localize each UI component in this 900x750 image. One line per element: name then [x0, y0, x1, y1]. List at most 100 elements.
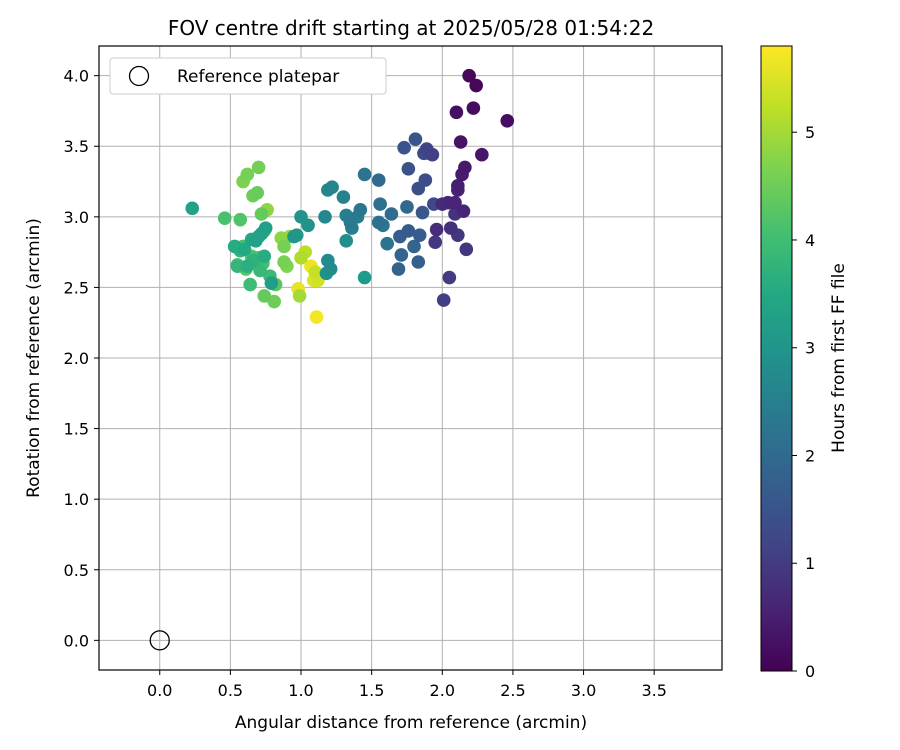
y-tick-label: 4.0 [64, 67, 89, 86]
data-point [451, 178, 465, 193]
colorbar: 0 1 2 3 4 5 Hours from first FF file [760, 45, 849, 681]
x-tick-label: 1.5 [359, 681, 384, 700]
data-point [462, 68, 476, 83]
data-point [371, 215, 386, 230]
y-tick-label: 1.5 [64, 420, 89, 439]
data-point [443, 221, 458, 235]
data-point [357, 270, 372, 285]
data-point [292, 289, 307, 303]
data-point [411, 255, 426, 269]
y-tick-label: 2.5 [64, 278, 89, 297]
y-axis-ticks: 0.0 0.5 1.0 1.5 2.0 2.5 3.0 3.5 4.0 [64, 67, 99, 650]
y-tick-label: 2.0 [64, 349, 89, 368]
data-point [436, 293, 451, 307]
data-point [407, 239, 421, 254]
colorbar-tick-label: 0 [805, 662, 815, 681]
data-point [294, 250, 308, 265]
legend-label: Reference platepar [177, 67, 339, 87]
data-point [318, 210, 332, 224]
data-point [458, 160, 472, 175]
data-point [250, 186, 265, 200]
data-point [251, 160, 266, 175]
data-point [475, 147, 489, 162]
colorbar-tick-label: 3 [805, 339, 815, 358]
data-point [353, 202, 368, 217]
data-point [253, 263, 267, 278]
data-point [336, 190, 351, 204]
reference-marker [149, 630, 170, 651]
data-point [343, 215, 358, 230]
x-tick-label: 3.0 [571, 681, 596, 700]
data-point [384, 207, 399, 221]
data-point [394, 248, 409, 262]
y-tick-label: 0.0 [64, 631, 89, 650]
data-point [264, 276, 279, 290]
data-point [233, 212, 248, 227]
x-tick-label: 2.0 [430, 681, 455, 700]
chart-title: FOV centre drift starting at 2025/05/28 … [168, 16, 654, 40]
data-point [448, 195, 462, 210]
x-tick-label: 0.5 [218, 681, 243, 700]
data-point [429, 222, 444, 237]
data-point [277, 239, 291, 254]
data-point [325, 180, 339, 194]
data-point [449, 105, 464, 120]
data-point [277, 255, 291, 269]
y-tick-label: 3.5 [64, 137, 89, 156]
grid [99, 46, 722, 670]
colorbar-ticks: 0 1 2 3 4 5 [792, 123, 815, 681]
data-point [240, 167, 255, 182]
colorbar-tick-label: 5 [805, 123, 815, 142]
legend-box [109, 57, 387, 95]
data-point [418, 173, 433, 187]
data-point [459, 242, 474, 257]
data-point [309, 310, 324, 324]
data-point [391, 262, 406, 276]
data-point [442, 270, 457, 285]
x-tick-label: 3.5 [641, 681, 666, 700]
data-point [257, 289, 272, 303]
data-point [412, 228, 427, 242]
data-points [185, 68, 515, 324]
data-point [267, 294, 281, 309]
y-tick-label: 3.0 [64, 208, 89, 227]
data-point [500, 114, 515, 128]
data-point [415, 205, 430, 220]
data-point [230, 259, 245, 274]
colorbar-tick-label: 1 [805, 554, 815, 573]
data-point [380, 236, 394, 251]
data-point [456, 204, 471, 218]
data-point [373, 197, 387, 211]
data-point [428, 235, 443, 250]
y-tick-label: 0.5 [64, 561, 89, 580]
legend-marker-icon [128, 65, 150, 87]
data-point [321, 253, 335, 268]
colorbar-label: Hours from first FF file [829, 263, 849, 453]
data-point [243, 277, 257, 292]
data-point [237, 242, 252, 257]
colorbar-tick-label: 2 [805, 446, 815, 465]
x-axis-label: Angular distance from reference (arcmin) [235, 713, 587, 733]
data-point [408, 132, 423, 146]
colorbar-tick-label: 4 [805, 231, 815, 250]
data-point [397, 140, 411, 155]
x-tick-label: 0.0 [147, 681, 172, 700]
data-point [258, 221, 273, 235]
data-point [301, 218, 315, 233]
y-axis-label: Rotation from reference (arcmin) [24, 218, 44, 498]
data-point [371, 173, 386, 187]
reference-platepar-marker [149, 630, 170, 651]
x-tick-label: 1.0 [288, 681, 313, 700]
data-point [400, 200, 414, 214]
data-point [339, 234, 354, 248]
data-point [401, 162, 416, 176]
x-tick-label: 2.5 [500, 681, 525, 700]
data-point [469, 78, 483, 93]
data-point [254, 207, 269, 221]
data-point [257, 249, 272, 264]
colorbar-gradient [760, 45, 793, 672]
data-point [466, 101, 481, 115]
legend: Reference platepar [109, 57, 387, 95]
data-point [217, 211, 232, 226]
